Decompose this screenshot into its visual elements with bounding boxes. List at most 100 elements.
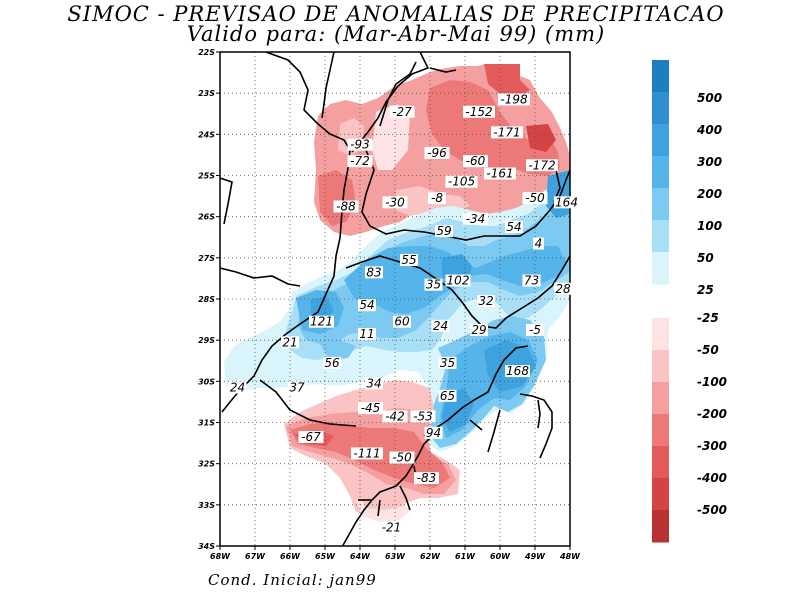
contour-label-text: -161 — [486, 167, 513, 181]
contour-label-bg — [554, 282, 572, 295]
colorbar-label: -50 — [697, 343, 719, 357]
contour-label: 60 — [393, 315, 411, 329]
contour-label: 24 — [228, 381, 247, 395]
contour-label-bg — [323, 356, 341, 369]
contour-label-bg — [505, 221, 523, 234]
contour-label-text: 65 — [440, 389, 455, 403]
contour-label-bg — [358, 402, 383, 415]
contour-label-bg — [505, 365, 530, 378]
contour-label-text: -50 — [525, 191, 545, 205]
contour-label-bg — [400, 253, 418, 266]
contour-label-text: -88 — [336, 199, 356, 213]
contour-label-text: -27 — [392, 105, 412, 119]
contour-label-text: 102 — [447, 274, 470, 288]
contour-label-text: 24 — [433, 319, 448, 333]
contour-label-bg — [477, 295, 495, 308]
contour-label: 34 — [365, 376, 383, 390]
contour-label-bg — [333, 200, 359, 213]
contour-label-text: 54 — [359, 298, 374, 312]
lat-tick-label: 26S — [198, 213, 215, 222]
contour-label-text: 24 — [230, 381, 245, 395]
contour-label-text: 168 — [506, 364, 529, 378]
contour-label-bg — [414, 472, 439, 485]
contour-label-text: -34 — [466, 212, 486, 226]
contour-label-bg — [298, 430, 324, 443]
political-boundaries — [220, 52, 570, 546]
colorbar-label: -25 — [697, 311, 719, 325]
contour-label: 54 — [505, 220, 523, 234]
lon-tick-label: 64W — [350, 552, 371, 561]
colorbar-label: -100 — [697, 375, 727, 389]
contour-label-bg — [358, 328, 376, 341]
lat-tick-label: 24S — [198, 130, 215, 139]
contour-label: -27 — [389, 105, 415, 119]
lon-tick-label: 65W — [315, 552, 336, 561]
contour-label: -50 — [522, 191, 548, 205]
negative-anomaly-colorbar: -25 -50 -100 -200 -300 -400 -500 — [652, 311, 727, 543]
lon-tick-label: 67W — [245, 552, 266, 561]
colorbar-swatch — [652, 252, 669, 285]
contour-label: -172 — [526, 158, 558, 172]
contour-label-text: 32 — [478, 294, 493, 308]
contour-label-bg — [463, 212, 488, 225]
contour-label-text: -8 — [431, 191, 443, 205]
contour-label-text: 73 — [524, 274, 539, 288]
contour-label-bg — [438, 356, 457, 369]
contour-label-text: -53 — [413, 409, 433, 423]
map-title: SIMOC - PREVISAO DE ANOMALIAS DE PRECIPI… — [67, 2, 725, 26]
contour-label-text: -111 — [353, 446, 380, 460]
contour-label: -105 — [445, 175, 478, 189]
colorbar-swatch — [652, 124, 669, 157]
contour-label-text: 59 — [436, 224, 451, 238]
contour-label-text: -105 — [448, 175, 475, 189]
contour-label-bg — [522, 192, 548, 205]
contour-label-bg — [389, 451, 415, 464]
contour-label-text: 34 — [366, 376, 381, 390]
contour-value-labels: -27 -152-198-171-93-72-96-60-161-172-105-… — [228, 92, 579, 535]
contour-label: 35 — [424, 278, 443, 292]
contour-label: 83 — [365, 265, 383, 279]
contour-label-bg — [498, 93, 530, 106]
contour-label-bg — [424, 146, 450, 159]
colorbar-swatch — [652, 414, 669, 447]
contour-label: -60 — [463, 154, 488, 168]
contour-label-text: -50 — [392, 451, 412, 465]
contour-label-bg — [382, 196, 408, 209]
contour-label: 102 — [445, 274, 471, 288]
colorbar-label: 300 — [697, 155, 722, 169]
contour-label-bg — [431, 319, 450, 332]
colorbar-swatch — [652, 92, 669, 125]
colorbar-label: -200 — [697, 407, 727, 421]
contour-label-text: 35 — [440, 356, 455, 370]
contour-label-text: 121 — [310, 315, 333, 329]
contour-label-bg — [347, 138, 373, 151]
contour-label-bg — [463, 155, 488, 168]
contour-label-text: -5 — [529, 323, 541, 337]
colorbar-label: -400 — [697, 471, 727, 485]
contour-label-bg — [281, 336, 299, 349]
contour-label-text: -21 — [382, 521, 402, 535]
colorbar-swatch — [652, 350, 669, 383]
contour-label-text: -72 — [350, 154, 370, 168]
lon-tick-label: 49W — [524, 552, 546, 561]
contour-label-bg — [424, 426, 443, 439]
colorbar-swatch — [652, 220, 669, 253]
contour-label-bg — [438, 389, 457, 402]
contour-label: 37 — [288, 381, 306, 395]
contour-label: 54 — [358, 298, 376, 312]
contour-label: -161 — [484, 167, 516, 181]
contour-label-text: 4 — [535, 236, 543, 250]
contour-label-text: 35 — [426, 278, 441, 292]
contour-label: 164 — [554, 195, 579, 209]
lon-tick-label: 66W — [280, 552, 301, 561]
initial-condition-label: Cond. Inicial: jan99 — [208, 571, 377, 589]
contour-label-text: -60 — [466, 154, 486, 168]
contour-label-text: 60 — [394, 315, 410, 329]
contour-label: 59 — [435, 224, 453, 238]
contour-label: -8 — [428, 191, 446, 205]
contour-label-text: 55 — [401, 253, 416, 267]
colorbar-label: 25 — [697, 283, 714, 297]
colorbar-label: 100 — [697, 219, 722, 233]
contour-label: 94 — [424, 426, 443, 440]
